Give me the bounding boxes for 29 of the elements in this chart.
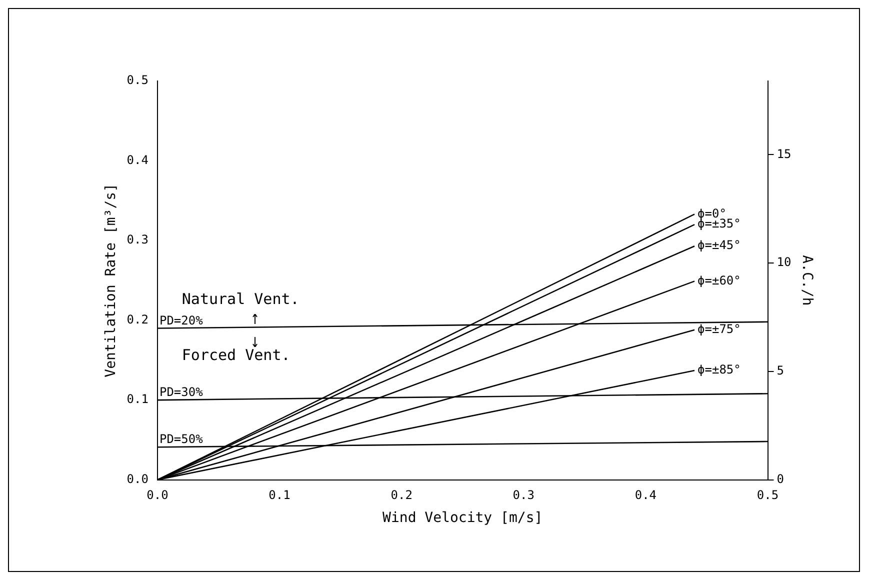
y2-tick-label: 5 <box>776 364 784 378</box>
x-tick-label: 0.3 <box>512 488 534 502</box>
x-tick-label: 0.4 <box>634 488 657 502</box>
y-tick-label: 0.5 <box>126 73 148 88</box>
y-tick-label: 0.1 <box>126 392 148 406</box>
y-tick-label: 0.4 <box>126 152 148 167</box>
y-tick-label: 0.3 <box>126 232 148 247</box>
x-tick-label: 0.2 <box>390 488 412 502</box>
annotation: Forced Vent. <box>182 346 290 364</box>
x-axis-title: Wind Velocity [m/s] <box>382 510 543 526</box>
y2-axis-title: A.C./h <box>798 255 815 306</box>
series-label: PD=20% <box>159 313 204 328</box>
series-label: ϕ=±45° <box>698 238 741 252</box>
y2-tick-label: 0 <box>776 472 784 486</box>
series-label: PD=50% <box>159 432 204 446</box>
series-label: PD=30% <box>159 385 204 400</box>
series-label: ϕ=±75° <box>698 322 741 336</box>
y2-tick-label: 10 <box>776 255 792 270</box>
x-tick-label: 0.1 <box>268 488 290 502</box>
series-label: ϕ=±85° <box>698 362 741 377</box>
annotation: Natural Vent. <box>182 290 300 308</box>
y-tick-label: 0.0 <box>126 472 148 486</box>
series-label: ϕ=0° <box>698 206 726 220</box>
x-tick-label: 0.5 <box>756 488 779 502</box>
series-label: ϕ=±60° <box>698 273 741 288</box>
x-tick-label: 0.0 <box>146 488 168 502</box>
y2-tick-label: 15 <box>776 146 792 161</box>
y-tick-label: 0.2 <box>126 312 148 326</box>
y-axis-title: Ventilation Rate [m³/s] <box>103 183 120 378</box>
